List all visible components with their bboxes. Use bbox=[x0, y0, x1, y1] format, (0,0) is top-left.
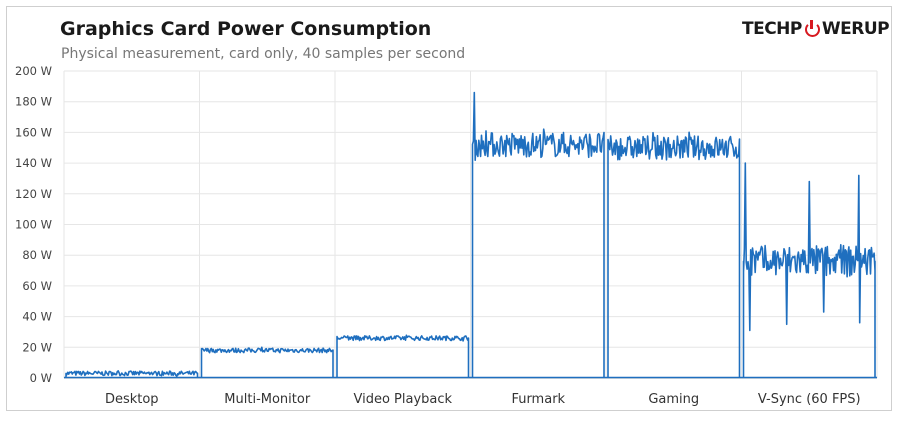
y-tick-label: 60 W bbox=[22, 279, 52, 293]
y-tick-label: 0 W bbox=[30, 371, 52, 385]
grid-lines bbox=[63, 70, 878, 379]
series-trace bbox=[65, 370, 199, 378]
category-label: Gaming bbox=[648, 392, 699, 407]
logo-text-right: WERUP bbox=[821, 19, 890, 39]
y-tick-label: 40 W bbox=[22, 310, 52, 324]
chart-subtitle: Physical measurement, card only, 40 samp… bbox=[61, 46, 466, 62]
series-trace bbox=[607, 131, 741, 378]
y-axis-ticks: 0 W 20 W 40 W 60 W 80 W 100 W 120 W 140 W 160 W 1… bbox=[15, 64, 52, 385]
category-label: Multi-Monitor bbox=[224, 392, 311, 407]
logo-text-left: TECHP bbox=[742, 19, 802, 39]
category-label: V-Sync (60 FPS) bbox=[758, 392, 861, 407]
y-tick-label: 160 W bbox=[15, 125, 52, 139]
techpowerup-logo: TECHP WERUP bbox=[742, 16, 890, 42]
series-trace bbox=[336, 334, 470, 378]
y-tick-label: 120 W bbox=[15, 187, 52, 201]
series-trace bbox=[471, 91, 605, 378]
series-lines bbox=[64, 91, 877, 379]
y-tick-label: 140 W bbox=[15, 156, 52, 170]
y-tick-label: 200 W bbox=[15, 64, 52, 78]
power-icon bbox=[803, 20, 821, 38]
series-trace bbox=[200, 346, 334, 378]
y-tick-label: 100 W bbox=[15, 218, 52, 232]
category-label: Desktop bbox=[105, 392, 159, 407]
y-tick-label: 80 W bbox=[22, 248, 52, 262]
category-labels: Desktop Multi-Monitor Video Playback Furmar… bbox=[105, 392, 861, 407]
y-tick-label: 20 W bbox=[22, 340, 52, 354]
y-tick-label: 180 W bbox=[15, 95, 52, 109]
category-label: Video Playback bbox=[353, 392, 452, 407]
chart-title: Graphics Card Power Consumption bbox=[60, 18, 432, 40]
series-trace bbox=[742, 162, 876, 378]
category-label: Furmark bbox=[511, 392, 565, 407]
